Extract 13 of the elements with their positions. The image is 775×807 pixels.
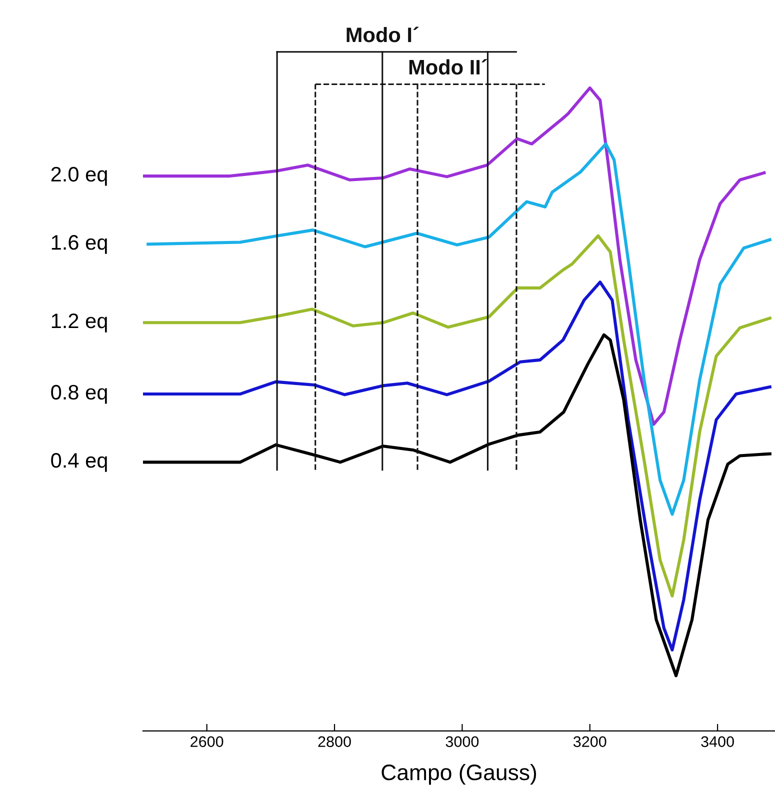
x-tick-label: 3000 xyxy=(446,736,479,748)
ref-line-label: Modo I´ xyxy=(346,26,419,42)
series-label: 2.0 eq xyxy=(51,166,107,186)
series-label: 0.8 eq xyxy=(51,384,107,404)
x-tick-label: 3400 xyxy=(701,736,734,748)
series-label: 1.6 eq xyxy=(52,235,107,254)
ref-line-label: Modo II´ xyxy=(409,59,487,75)
x-axis-title: Campo (Gauss) xyxy=(382,764,536,785)
x-tick-label: 2600 xyxy=(190,736,224,748)
series-label: 1.2 eq xyxy=(52,313,107,332)
series-label: 0.4 eq xyxy=(51,453,107,472)
x-tick-label: 3200 xyxy=(573,736,606,748)
x-tick-label: 2800 xyxy=(318,736,351,748)
